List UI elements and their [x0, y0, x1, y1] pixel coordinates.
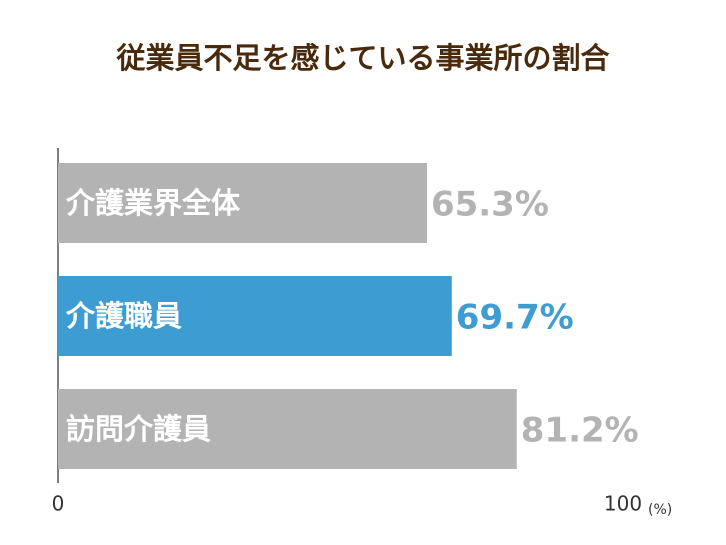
bar — [58, 276, 452, 356]
x-axis-unit: (%) — [648, 502, 672, 518]
value-label: 69.7% — [456, 298, 574, 338]
value-label: 65.3% — [431, 185, 549, 225]
category-label: 介護職員 — [65, 299, 182, 333]
x-tick-label: 0 — [52, 492, 65, 516]
chart-title: 従業員不足を感じている事業所の割合 — [115, 41, 609, 75]
bar — [58, 163, 427, 243]
category-label: 介護業界全体 — [65, 186, 241, 220]
category-label: 訪問介護員 — [66, 412, 211, 446]
bar — [58, 389, 517, 469]
x-tick-label: 100 — [604, 492, 642, 516]
value-label: 81.2% — [521, 411, 639, 451]
